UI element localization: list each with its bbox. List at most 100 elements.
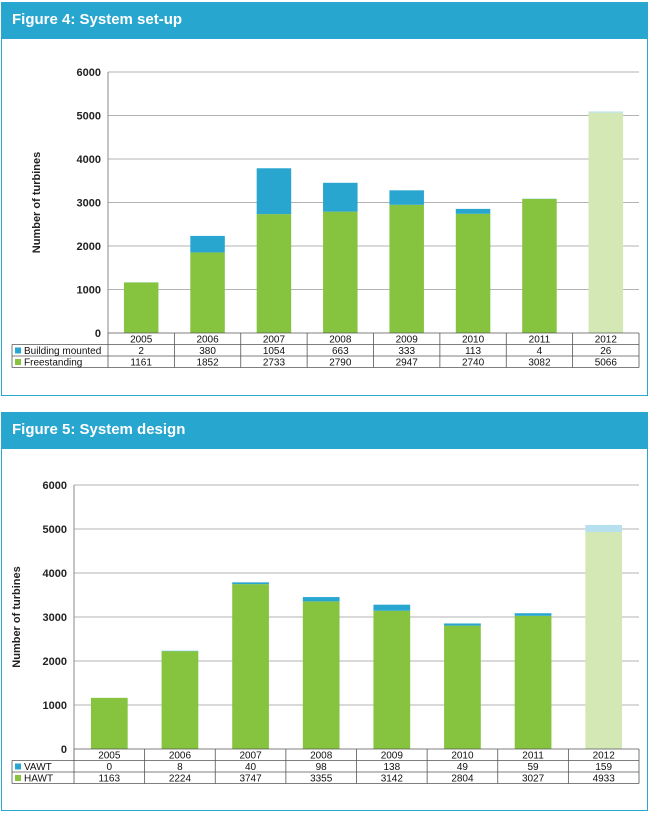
bar-freestanding (455, 213, 491, 333)
y-tick-label: 5000 (77, 111, 101, 123)
data-value: 8 (177, 762, 183, 773)
bar-building-mounted (256, 168, 292, 215)
y-axis-title: Number of turbines (31, 152, 43, 253)
data-value: 59 (528, 762, 540, 773)
bar-freestanding (588, 112, 624, 333)
bar-hawt (302, 601, 340, 749)
bar-freestanding (256, 214, 292, 333)
bar-hawt (232, 584, 269, 749)
category-label: 2012 (593, 751, 616, 762)
bar-vawt (585, 524, 623, 532)
data-value: 2733 (263, 358, 286, 369)
bar-hawt (585, 531, 623, 749)
data-value: 5066 (595, 358, 618, 369)
bar-freestanding (323, 211, 358, 333)
data-value: 380 (199, 346, 216, 357)
bar-freestanding (389, 204, 424, 333)
bar-hawt (90, 697, 128, 749)
figure-5-chart: 0 1000 2000 3000 4000 5000 6000 Number of turbi… (11, 480, 640, 785)
bar-vawt (514, 613, 552, 616)
bar-vawt (232, 582, 269, 585)
y-tick-label: 5000 (43, 524, 67, 536)
legend-label: HAWT (24, 774, 53, 785)
category-label: 2005 (98, 751, 121, 762)
bar-building-mounted (389, 190, 424, 205)
category-label: 2005 (130, 335, 153, 346)
bar-freestanding (522, 198, 557, 333)
bar-building-mounted (190, 235, 225, 253)
data-value: 3027 (522, 774, 545, 785)
data-value: 1161 (130, 358, 152, 369)
y-tick-label: 1000 (43, 700, 67, 712)
category-label: 2007 (239, 751, 262, 762)
legend-swatch (15, 763, 21, 770)
data-value: 333 (398, 346, 415, 357)
category-label: 2009 (396, 335, 419, 346)
data-value: 2790 (329, 358, 352, 369)
data-value: 49 (457, 762, 469, 773)
data-value: 663 (332, 346, 349, 357)
data-value: 1852 (196, 358, 219, 369)
y-tick-label: 2000 (77, 241, 101, 253)
data-value: 113 (465, 346, 481, 357)
data-value: 2 (138, 346, 144, 357)
data-value: 138 (383, 762, 400, 773)
y-tick-label: 1000 (77, 285, 101, 297)
bar-hawt (514, 615, 552, 749)
figure-5-title: Figure 5: System design (12, 421, 186, 438)
legend-label: VAWT (24, 762, 52, 773)
data-value: 159 (595, 762, 612, 773)
category-label: 2008 (310, 751, 333, 762)
legend-swatch (15, 775, 21, 781)
bar-building-mounted (323, 182, 358, 212)
data-value: 2224 (169, 774, 192, 785)
figure-5-header: Figure 5: System design (2, 413, 647, 449)
figure-4-chart: 0 1000 2000 3000 4000 5000 6000 Number of turbi… (11, 67, 640, 369)
y-tick-label: 6000 (43, 480, 67, 492)
legend-swatch (15, 359, 21, 365)
y-tick-label: 3000 (43, 612, 67, 624)
y-tick-label: 4000 (77, 154, 101, 166)
data-value: 40 (245, 762, 257, 773)
figure-4-panel: Figure 4: System set-up 0 1000 2000 3000 400… (1, 2, 648, 396)
y-tick-label: 4000 (43, 568, 67, 580)
data-value: 3355 (310, 774, 333, 785)
data-value: 0 (107, 762, 113, 773)
y-tick-label: 6000 (77, 67, 101, 79)
data-value: 2947 (396, 358, 419, 369)
data-value: 98 (316, 762, 328, 773)
data-value: 4933 (593, 774, 616, 785)
bar-vawt (373, 604, 411, 611)
bar-freestanding (123, 282, 159, 333)
data-value: 3142 (381, 774, 404, 785)
category-label: 2009 (381, 751, 404, 762)
data-value: 2804 (451, 774, 474, 785)
legend-label: Building mounted (24, 346, 101, 357)
data-value: 4 (537, 346, 543, 357)
data-value: 2740 (462, 358, 485, 369)
category-label: 2010 (451, 751, 474, 762)
y-tick-label: 0 (95, 328, 101, 340)
data-value: 3082 (528, 358, 551, 369)
bar-building-mounted (588, 111, 624, 113)
figure-4-header: Figure 4: System set-up (2, 3, 647, 39)
bar-freestanding (190, 252, 225, 333)
bar-vawt (444, 623, 481, 626)
data-value: 3747 (239, 774, 262, 785)
y-tick-label: 0 (61, 744, 67, 756)
category-label: 2006 (169, 751, 192, 762)
category-label: 2008 (329, 335, 352, 346)
legend-swatch (15, 347, 21, 354)
bar-hawt (373, 610, 411, 749)
category-label: 2006 (196, 335, 219, 346)
bar-hawt (444, 625, 481, 749)
figure-5-panel: Figure 5: System design 0 1000 2000 3000 400… (1, 412, 648, 811)
data-value: 1054 (263, 346, 286, 357)
bar-building-mounted (455, 208, 491, 214)
data-value: 1163 (99, 774, 121, 785)
category-label: 2011 (522, 751, 544, 762)
category-label: 2012 (595, 335, 618, 346)
category-label: 2011 (529, 335, 551, 346)
bar-hawt (161, 651, 199, 749)
bar-vawt (302, 597, 340, 602)
